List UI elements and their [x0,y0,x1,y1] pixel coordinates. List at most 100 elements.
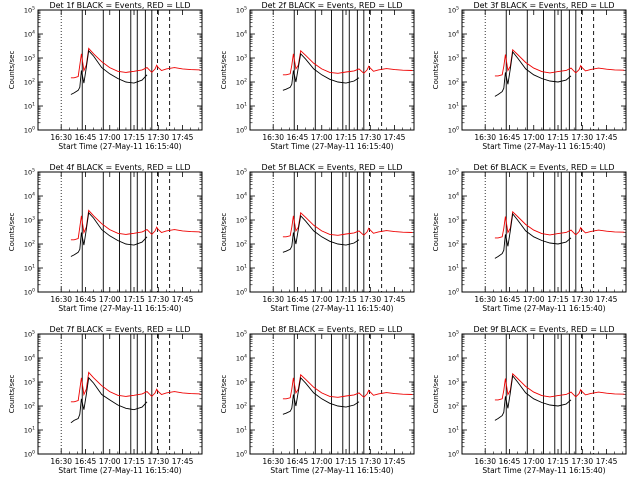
y-tick-label: 102 [236,402,247,411]
x-tick-label: 16:45 [499,133,521,142]
y-tick-label: 105 [448,168,459,177]
y-tick-label: 100 [448,126,459,135]
y-tick-label: 102 [448,78,459,87]
y-axis-label: Counts/sec [432,375,440,414]
panel-title: Det 9f BLACK = Events, RED = LLD [473,325,614,334]
panel-det-7: Det 7f BLACK = Events, RED = LLD 100 101 10… [8,325,203,475]
x-tick-label: 17:15 [335,133,357,142]
panel-title: Det 7f BLACK = Events, RED = LLD [49,325,190,334]
x-axis-label: Start Time (27-May-11 16:15:40) [482,304,605,313]
y-tick-label: 103 [24,54,35,63]
lld-series-line [494,372,625,401]
x-axis-label: Start Time (27-May-11 16:15:40) [270,466,393,475]
y-axis-label: Counts/sec [220,51,228,90]
x-tick-label: 17:45 [596,457,618,466]
x-tick-label: 16:45 [499,457,521,466]
x-tick-label: 17:30 [147,133,169,142]
x-axis-label: Start Time (27-May-11 16:15:40) [270,142,393,151]
panel-title: Det 6f BLACK = Events, RED = LLD [473,163,614,172]
x-tick-label: 17:00 [311,133,333,142]
x-tick-label: 16:45 [75,295,97,304]
events-series-line [494,50,572,97]
y-axis-label: Counts/sec [432,213,440,252]
x-axis-label: Start Time (27-May-11 16:15:40) [482,142,605,151]
x-tick-label: 17:15 [123,133,145,142]
x-tick-label: 16:30 [50,457,72,466]
events-series-line [70,211,148,257]
y-tick-label: 101 [448,102,459,111]
x-tick-label: 17:45 [172,133,194,142]
x-tick-label: 17:30 [571,457,593,466]
panel-title: Det 1f BLACK = Events, RED = LLD [49,1,190,10]
x-tick-label: 17:00 [311,457,333,466]
x-axis-label: Start Time (27-May-11 16:15:40) [482,466,605,475]
x-axis-label: Start Time (27-May-11 16:15:40) [270,304,393,313]
y-axis-label: Counts/sec [432,51,440,90]
y-tick-label: 102 [24,78,35,87]
events-series-line [494,212,572,259]
x-tick-label: 17:15 [123,295,145,304]
y-tick-label: 101 [236,102,247,111]
panel-det-9: Det 9f BLACK = Events, RED = LLD 100 101 10… [432,325,627,475]
events-series-line [70,49,148,95]
x-tick-label: 16:45 [75,457,97,466]
y-tick-label: 104 [236,354,247,363]
y-tick-label: 100 [236,450,247,459]
y-tick-label: 104 [24,192,35,201]
y-tick-label: 104 [24,30,35,39]
x-axis-label: Start Time (27-May-11 16:15:40) [58,304,181,313]
plot-frame [249,333,415,455]
y-tick-label: 101 [236,264,247,273]
plot-frame [461,171,627,293]
panel-det-2: Det 2f BLACK = Events, RED = LLD 100 101 10… [220,1,415,151]
panel-det-8: Det 8f BLACK = Events, RED = LLD 100 101 10… [220,325,415,475]
x-tick-label: 17:00 [99,133,121,142]
x-tick-label: 17:15 [547,457,569,466]
events-series-line [282,214,360,253]
y-tick-label: 103 [236,216,247,225]
x-tick-label: 17:15 [123,457,145,466]
y-axis-label: Counts/sec [8,375,16,414]
x-tick-label: 17:45 [384,133,406,142]
lld-series-line [70,209,201,241]
x-tick-label: 17:30 [359,133,381,142]
y-axis-label: Counts/sec [8,213,16,252]
x-tick-label: 16:30 [50,133,72,142]
y-tick-label: 105 [236,330,247,339]
x-tick-label: 17:15 [335,457,357,466]
panel-title: Det 2f BLACK = Events, RED = LLD [261,1,402,10]
y-tick-label: 100 [24,126,35,135]
y-tick-label: 105 [236,168,247,177]
events-series-line [494,374,572,421]
x-tick-label: 16:30 [262,133,284,142]
panel-title: Det 4f BLACK = Events, RED = LLD [49,163,190,172]
y-tick-label: 103 [236,378,247,387]
x-tick-label: 16:45 [287,295,309,304]
panel-title: Det 5f BLACK = Events, RED = LLD [261,163,402,172]
x-tick-label: 17:30 [359,295,381,304]
x-tick-label: 17:00 [99,295,121,304]
y-tick-label: 100 [448,450,459,459]
x-axis-label: Start Time (27-May-11 16:15:40) [58,142,181,151]
y-tick-label: 100 [448,288,459,297]
y-tick-label: 104 [448,30,459,39]
y-tick-label: 102 [236,240,247,249]
panel-det-1: Det 1f BLACK = Events, RED = LLD 100 101 10… [8,1,203,151]
y-tick-label: 101 [24,264,35,273]
x-tick-label: 16:30 [474,295,496,304]
panel-title: Det 8f BLACK = Events, RED = LLD [261,325,402,334]
plot-frame [249,171,415,293]
y-tick-label: 102 [448,402,459,411]
plot-frame [461,9,627,131]
y-tick-label: 105 [448,330,459,339]
x-tick-label: 17:45 [596,133,618,142]
lld-series-line [282,49,413,76]
y-tick-label: 100 [24,450,35,459]
x-tick-label: 17:30 [571,295,593,304]
x-tick-label: 16:45 [75,133,97,142]
panel-det-3: Det 3f BLACK = Events, RED = LLD 100 101 10… [432,1,627,151]
plot-frame [37,333,203,455]
lld-series-line [494,210,625,239]
x-tick-label: 17:00 [523,457,545,466]
x-tick-label: 17:45 [384,457,406,466]
